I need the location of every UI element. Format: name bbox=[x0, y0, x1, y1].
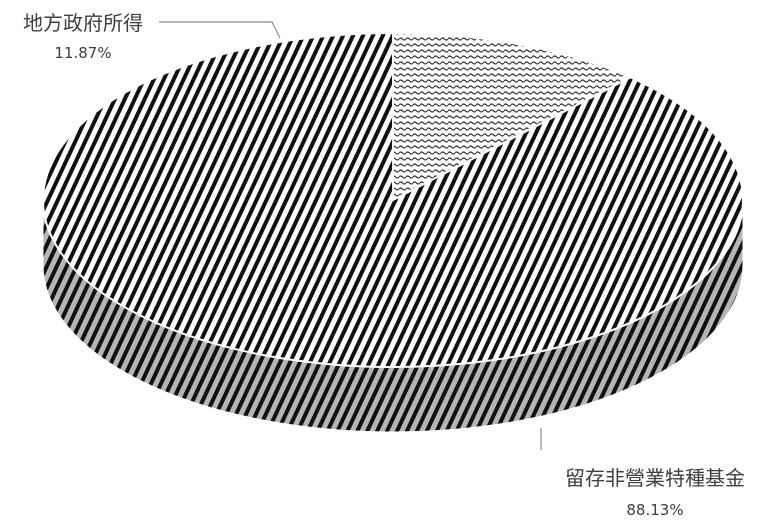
pie-slice-special-fund bbox=[42, 31, 744, 368]
leader-line-local-government bbox=[159, 21, 281, 39]
pie-top-layer bbox=[42, 31, 744, 368]
value-local-government: 11.87% bbox=[54, 44, 111, 62]
label-special-fund: 留存非營業特種基金 bbox=[565, 466, 745, 490]
pie-slice-local-government bbox=[392, 31, 633, 202]
label-local-government: 地方政府所得 bbox=[23, 11, 143, 35]
value-special-fund: 88.13% bbox=[626, 501, 683, 519]
